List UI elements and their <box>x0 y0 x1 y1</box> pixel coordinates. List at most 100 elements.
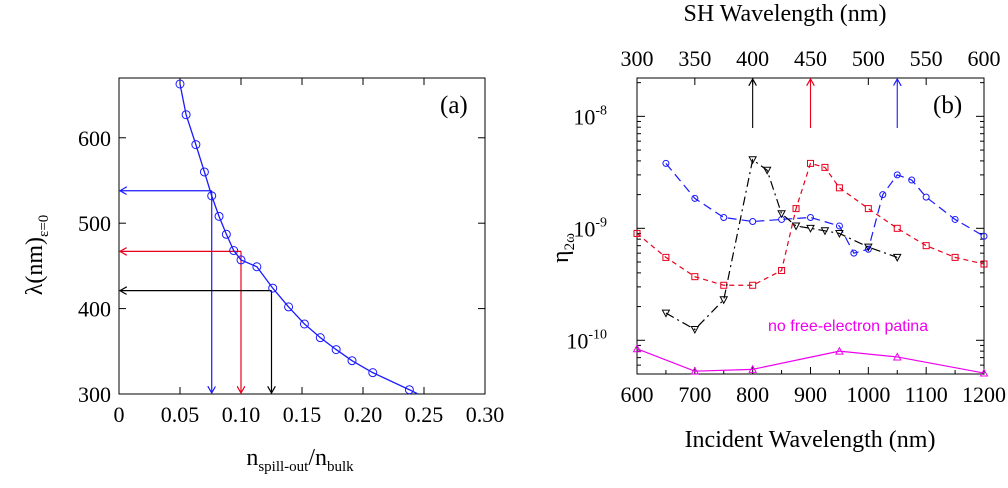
panel-b-data-point <box>864 245 872 253</box>
panel-b-data-point <box>979 368 989 377</box>
panel-b-data-point <box>777 210 786 219</box>
panel-b-data-point <box>864 205 872 213</box>
panel-a-y-tick-label: 400 <box>78 297 111 322</box>
panel-b-data-point <box>980 232 988 240</box>
panel-b-top-tick-label: 600 <box>968 46 1001 71</box>
panel-b-data-point <box>791 222 801 231</box>
panel-b-annotation: no free-electron patina <box>768 318 928 335</box>
panel-b-x-tick-label: 700 <box>678 382 711 407</box>
panel-a-y-tick-label: 500 <box>78 211 111 236</box>
panel-b-ylabel-main: η <box>548 250 574 263</box>
panel-a-data-point <box>191 140 201 150</box>
panel-a-x-tick-label: 0.25 <box>405 402 444 427</box>
panel-b-data-point <box>748 364 758 373</box>
panel-b-data-point <box>980 260 988 268</box>
panel-a-data-point <box>331 345 341 355</box>
panel-b-data-point <box>690 325 700 334</box>
panel-a-data-point <box>315 333 325 343</box>
panel-a-xlabel-sub2: bulk <box>327 459 354 475</box>
panel-a-data-point <box>299 319 309 329</box>
panel-b-top-tick-label: 550 <box>910 46 943 71</box>
panel-b-y-tick-exponent: -9 <box>595 215 607 230</box>
panel-b-data-point <box>690 366 700 375</box>
panel-a-x-tick-label: 0 <box>114 402 125 427</box>
panel-b-data-point <box>863 243 873 252</box>
panel-b-top-tick-label: 450 <box>794 46 827 71</box>
panel-b-data-point <box>908 176 916 184</box>
panel-b-y-tick-label: 10-9 <box>573 215 607 241</box>
panel-a-series <box>175 79 419 395</box>
panel-b-data-point <box>807 213 814 221</box>
panel-a-data-point <box>368 368 378 378</box>
panel-b-series-line <box>636 162 985 286</box>
panel-a-x-axis-label: nspill-out/nbulk <box>246 445 354 475</box>
panel-b-data-point <box>835 222 843 230</box>
panel-a-x-tick-label: 0.15 <box>283 402 322 427</box>
panel-b-data-point <box>835 184 843 192</box>
panel-b: (b) SH Wavelength (nm) Incident Waveleng… <box>548 1 1006 453</box>
panel-b-data-point <box>835 346 844 355</box>
panel-b-data-point <box>892 352 902 361</box>
panel-a-xlabel-sub1: spill-out <box>258 459 309 475</box>
panel-b-series-line <box>636 348 985 374</box>
panel-a-y-tick-label: 600 <box>78 126 111 151</box>
panel-b-series <box>632 156 989 377</box>
panel-b-data-point <box>879 191 887 199</box>
panel-b-data-point <box>749 281 757 289</box>
panel-a-data-point <box>268 283 278 293</box>
panel-b-x-tick-label: 1100 <box>905 382 948 407</box>
panel-b-data-point <box>691 194 699 202</box>
panel-b-data-point <box>951 253 959 261</box>
panel-b-data-point <box>807 159 814 167</box>
panel-b-data-point <box>691 273 699 281</box>
panel-b-x-tick-label: 600 <box>621 382 654 407</box>
panel-b-x-tick-label: 800 <box>736 382 769 407</box>
panel-a-y-axis-label: λ(nm)ε=0 <box>22 215 52 296</box>
panel-b-x-tick-label: 1200 <box>962 382 1006 407</box>
panel-b-data-point <box>633 229 641 237</box>
panel-a-data-point <box>181 110 191 120</box>
panel-a-label: (a) <box>440 92 468 119</box>
panel-a-data-point <box>236 255 246 265</box>
panel-b-y-axis-label: η2ω <box>548 233 578 263</box>
panel-a-xlabel-main: n <box>246 445 258 471</box>
panel-b-top-arrows <box>753 80 898 128</box>
panel-a-data-point <box>404 385 414 395</box>
panel-b-top-axis-label: SH Wavelength (nm) <box>684 1 887 27</box>
panel-b-x-tick-label: 1000 <box>846 382 890 407</box>
panel-a-x-tick-label: 0.30 <box>466 402 505 427</box>
panel-b-data-point <box>748 156 758 165</box>
panel-b-data-point <box>792 205 800 213</box>
panel-b-data-point <box>893 224 901 232</box>
panel-b-data-point <box>662 159 670 167</box>
panel-b-data-point <box>806 224 815 233</box>
panel-b-top-tick-label: 300 <box>621 46 654 71</box>
panel-a-data-point <box>284 302 294 312</box>
panel-b-x-axis-label: Incident Wavelength (nm) <box>685 427 936 453</box>
panel-b-x-tick-label: 900 <box>794 382 827 407</box>
panel-b-ticks: 600 700 800 900 1000 1100 1200 300 350 400 450 500 5… <box>566 46 1006 407</box>
panel-b-data-point <box>893 171 901 179</box>
panel-a-data-point <box>221 229 231 239</box>
panel-a-frame <box>118 77 486 395</box>
panel-b-y-tick-label: 10-10 <box>566 327 607 353</box>
panel-a-data-point <box>199 167 209 177</box>
panel-b-y-tick-exponent: -8 <box>595 103 607 118</box>
panel-a-ylabel-sub: ε=0 <box>36 215 52 237</box>
panel-b-data-point <box>922 242 930 250</box>
panel-a-ylabel-main: λ(nm) <box>22 237 48 295</box>
panel-a-data-point <box>175 79 185 89</box>
panel-b-data-point <box>749 218 757 226</box>
panel-b-data-point <box>922 193 930 201</box>
panel-a-data-point <box>229 246 239 256</box>
panel-b-data-point <box>850 249 858 257</box>
panel-b-data-point <box>720 213 728 221</box>
panel-b-label: (b) <box>933 92 962 119</box>
panel-a-data-point <box>207 191 217 201</box>
panel-a-x-tick-label: 0.20 <box>344 402 383 427</box>
panel-b-data-point <box>821 163 829 171</box>
panel-a-data-point <box>214 211 224 221</box>
panel-a-xlabel-mid: /n <box>308 445 327 471</box>
panel-a: (a) 0 0.05 0.10 0.15 0.20 0.25 0.30 300 400 500 60… <box>22 77 504 475</box>
panel-a-ticks: 0 0.05 0.10 0.15 0.20 0.25 0.30 300 400 500 600 <box>78 78 504 427</box>
